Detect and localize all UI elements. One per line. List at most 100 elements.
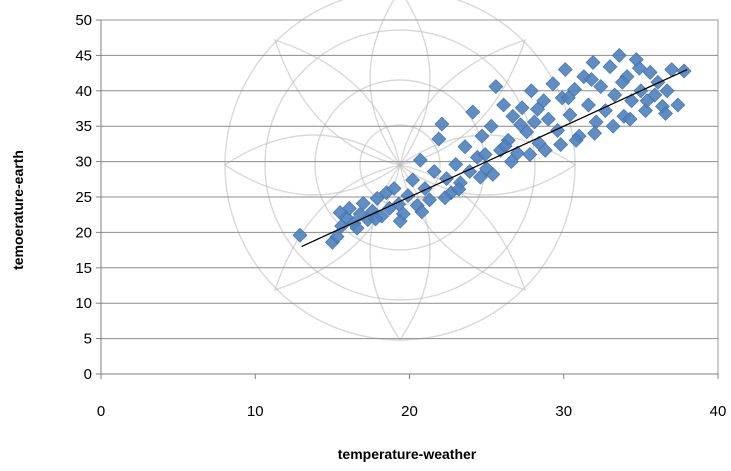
scatter-point xyxy=(642,64,658,80)
axes xyxy=(96,19,719,379)
scatter-point xyxy=(292,227,308,243)
y-tick-label: 35 xyxy=(75,118,92,135)
scatter-point xyxy=(658,106,673,121)
scatter-point xyxy=(602,59,618,75)
scatter-point xyxy=(431,131,447,147)
scatter-point xyxy=(451,181,467,197)
scatter-point xyxy=(638,103,653,119)
scatter-point xyxy=(537,142,553,158)
scatter-point xyxy=(414,204,430,220)
tick-labels: 0 5 10 15 20 25 30 35 40 45 50 0 10 20 30 40 xyxy=(75,12,726,420)
scatter-point xyxy=(368,211,383,227)
scatter-point xyxy=(485,166,501,182)
scatter-point xyxy=(593,79,609,94)
scatter-point xyxy=(405,172,421,188)
y-tick-label: 15 xyxy=(75,260,92,277)
scatter-point xyxy=(536,93,552,109)
scatter-point xyxy=(584,72,599,87)
data-points xyxy=(292,47,692,250)
y-axis-title: temoerature-earth xyxy=(10,150,26,270)
scatter-point xyxy=(434,116,450,132)
scatter-point xyxy=(496,97,512,113)
y-tick-label: 0 xyxy=(84,366,92,383)
y-tick-label: 45 xyxy=(75,47,92,64)
scatter-point xyxy=(611,47,627,63)
trendline xyxy=(301,68,688,248)
y-tick-label: 50 xyxy=(75,12,92,29)
scatter-point xyxy=(332,205,348,221)
scatter-point xyxy=(513,117,528,133)
x-tick-label: 0 xyxy=(97,403,105,420)
scatter-point xyxy=(587,125,603,141)
y-tick-label: 20 xyxy=(75,224,92,241)
scatter-point xyxy=(400,188,416,204)
scatter-point xyxy=(567,81,582,97)
scatter-point xyxy=(483,118,499,134)
scatter-point xyxy=(448,157,464,172)
scatter-point xyxy=(503,154,519,170)
scatter-point xyxy=(522,147,538,162)
trendline-layer xyxy=(301,68,688,248)
x-tick-label: 10 xyxy=(247,403,264,420)
scatter-point xyxy=(355,195,371,211)
scatter-point xyxy=(473,169,488,185)
x-axis-title: temperature-weather xyxy=(338,446,477,462)
scatter-point xyxy=(439,171,454,187)
y-tick-label: 30 xyxy=(75,154,92,171)
scatter-point xyxy=(562,107,578,123)
y-tick-label: 10 xyxy=(75,295,92,312)
scatter-point xyxy=(670,97,686,113)
scatter-point xyxy=(585,55,601,70)
scatter-point xyxy=(659,83,675,99)
scatter-point xyxy=(540,111,556,127)
scatter-point xyxy=(422,192,437,208)
scatter-point xyxy=(386,181,402,196)
scatter-point xyxy=(568,132,584,148)
scatter-point xyxy=(349,220,365,236)
scatter-point xyxy=(597,103,613,119)
scatter-point xyxy=(553,137,569,153)
scatter-point xyxy=(530,101,545,117)
scatter-point xyxy=(588,114,604,130)
scatter-point xyxy=(523,83,539,99)
scatter-point xyxy=(488,79,504,94)
scatter-point xyxy=(341,200,357,216)
scatter-point xyxy=(391,196,407,212)
watermark-logo xyxy=(223,0,577,342)
scatter-point xyxy=(505,108,521,124)
y-tick-label: 5 xyxy=(84,331,92,348)
scatter-point xyxy=(369,190,385,206)
y-tick-label: 40 xyxy=(75,83,92,100)
scatter-point xyxy=(392,213,408,229)
y-tick-label: 25 xyxy=(75,189,92,206)
x-tick-label: 30 xyxy=(555,403,572,420)
x-tick-label: 40 xyxy=(710,403,727,420)
scatter-point xyxy=(622,111,638,127)
scatter-point xyxy=(614,74,630,90)
scatter-point xyxy=(639,93,655,109)
scatter-point xyxy=(581,97,596,113)
scatter-point xyxy=(624,93,640,109)
scatter-point xyxy=(607,87,623,103)
scatter-point xyxy=(560,90,576,106)
scatter-point xyxy=(605,118,621,134)
scatter-point xyxy=(474,128,490,144)
scatter-point xyxy=(510,145,525,161)
scatter-point xyxy=(527,114,542,130)
scatter-point xyxy=(477,147,493,162)
scatter-point xyxy=(329,229,345,245)
scatter-point xyxy=(462,164,478,179)
scatter-point xyxy=(426,164,442,179)
scatter-point xyxy=(557,62,573,77)
scatter-point xyxy=(631,60,647,76)
scatter-point xyxy=(550,123,566,138)
scatter-point xyxy=(465,104,481,120)
scatter-point xyxy=(437,190,453,206)
scatter-point xyxy=(514,100,530,116)
scatter-point xyxy=(457,139,473,155)
scatter-point xyxy=(412,152,428,168)
x-tick-label: 20 xyxy=(401,403,418,420)
scatter-point xyxy=(545,76,561,92)
